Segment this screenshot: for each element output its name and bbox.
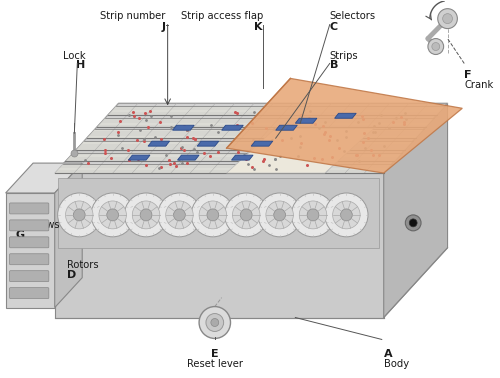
Polygon shape	[232, 155, 253, 160]
Circle shape	[240, 209, 252, 221]
Circle shape	[432, 43, 440, 51]
Polygon shape	[66, 153, 402, 161]
Polygon shape	[128, 155, 150, 160]
Circle shape	[124, 193, 168, 237]
Circle shape	[74, 209, 85, 221]
Circle shape	[99, 201, 126, 229]
Polygon shape	[276, 125, 297, 130]
Circle shape	[199, 201, 226, 229]
Polygon shape	[148, 141, 170, 146]
Polygon shape	[251, 141, 272, 146]
Circle shape	[158, 193, 201, 237]
Text: Windows: Windows	[16, 220, 60, 230]
Polygon shape	[98, 118, 434, 127]
Text: H: H	[76, 60, 85, 70]
Text: B: B	[330, 60, 338, 70]
Circle shape	[232, 201, 260, 229]
Circle shape	[428, 39, 444, 54]
Circle shape	[274, 209, 285, 221]
Text: Crank: Crank	[464, 81, 494, 90]
Text: F: F	[464, 70, 472, 81]
Circle shape	[132, 201, 160, 229]
Text: Lock: Lock	[62, 51, 85, 60]
Text: Strip number: Strip number	[100, 11, 166, 21]
Text: Strips: Strips	[330, 51, 358, 60]
Polygon shape	[54, 163, 82, 308]
Text: K: K	[254, 22, 263, 32]
Polygon shape	[86, 130, 423, 138]
Circle shape	[58, 193, 101, 237]
Polygon shape	[6, 193, 54, 308]
Circle shape	[258, 193, 301, 237]
Circle shape	[410, 219, 417, 227]
Polygon shape	[334, 113, 356, 118]
Text: Body: Body	[384, 359, 409, 369]
Text: Selectors: Selectors	[330, 11, 376, 21]
Polygon shape	[54, 164, 392, 173]
Polygon shape	[222, 125, 244, 130]
FancyBboxPatch shape	[10, 237, 49, 248]
Text: E: E	[211, 349, 218, 359]
Circle shape	[406, 215, 421, 231]
Circle shape	[438, 9, 458, 29]
Circle shape	[66, 201, 93, 229]
Polygon shape	[108, 106, 445, 115]
Circle shape	[332, 201, 360, 229]
FancyBboxPatch shape	[10, 220, 49, 231]
Polygon shape	[76, 141, 413, 150]
Polygon shape	[58, 178, 379, 248]
Circle shape	[266, 201, 293, 229]
Polygon shape	[6, 163, 82, 193]
Circle shape	[140, 209, 152, 221]
Text: D: D	[68, 270, 76, 280]
Circle shape	[292, 193, 335, 237]
Polygon shape	[384, 103, 448, 318]
Circle shape	[174, 209, 186, 221]
Circle shape	[300, 201, 327, 229]
Circle shape	[211, 319, 218, 327]
Polygon shape	[226, 128, 374, 173]
Circle shape	[191, 193, 234, 237]
Circle shape	[224, 193, 268, 237]
Polygon shape	[197, 141, 218, 146]
Polygon shape	[296, 118, 317, 123]
Text: Reset lever: Reset lever	[187, 359, 243, 369]
FancyBboxPatch shape	[10, 271, 49, 282]
Polygon shape	[172, 125, 194, 130]
FancyBboxPatch shape	[10, 203, 49, 214]
Polygon shape	[226, 78, 462, 173]
Text: A: A	[384, 349, 392, 359]
Circle shape	[166, 201, 193, 229]
FancyBboxPatch shape	[10, 288, 49, 299]
Circle shape	[340, 209, 352, 221]
Circle shape	[91, 193, 134, 237]
Circle shape	[307, 209, 319, 221]
Text: Rotors: Rotors	[68, 260, 99, 270]
Polygon shape	[54, 103, 448, 173]
Circle shape	[206, 313, 224, 332]
FancyBboxPatch shape	[10, 254, 49, 265]
Text: J: J	[162, 22, 166, 32]
Circle shape	[442, 14, 452, 23]
Circle shape	[207, 209, 218, 221]
Circle shape	[325, 193, 368, 237]
Polygon shape	[54, 173, 384, 318]
Text: G: G	[16, 230, 24, 240]
Circle shape	[199, 307, 230, 338]
Circle shape	[107, 209, 118, 221]
Polygon shape	[178, 155, 199, 160]
Text: C: C	[330, 22, 338, 32]
Text: Strip access flap: Strip access flap	[180, 11, 263, 21]
